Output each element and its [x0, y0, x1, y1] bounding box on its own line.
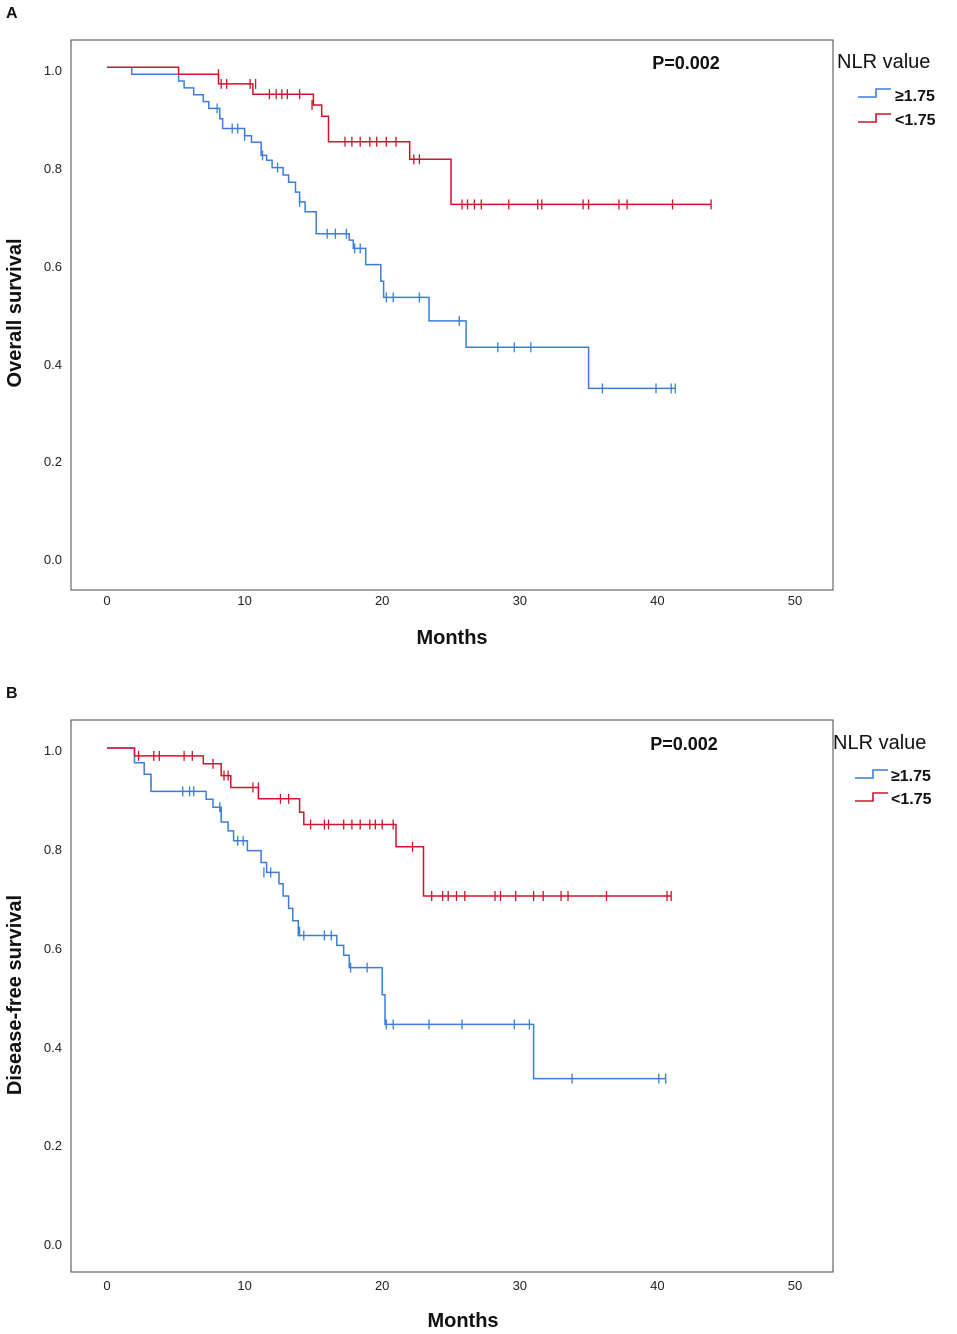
- legend-entry-low: <1.75: [891, 791, 932, 808]
- y-axis-title: Overall survival: [4, 239, 26, 388]
- plot-area: [107, 747, 672, 1084]
- plot-area: [107, 66, 712, 394]
- x-tick-label: 30: [513, 1278, 527, 1293]
- x-axis-title: Months: [427, 1310, 498, 1332]
- y-axis-title: Disease-free survival: [4, 895, 26, 1095]
- panel-label-a: A: [6, 5, 18, 22]
- legend-swatch-high: [858, 88, 891, 98]
- x-tick-label: 40: [650, 1278, 664, 1293]
- x-tick-label: 10: [237, 1278, 251, 1293]
- y-tick-label: 0.2: [44, 1138, 62, 1153]
- y-tick-label: 0.8: [44, 842, 62, 857]
- legend-entry-low: <1.75: [895, 112, 936, 129]
- panel-a: A 1.0 0.8 0.6 0.4 0.2 0.0 0 10 20 30 40 …: [4, 5, 936, 649]
- panel-label-b: B: [6, 685, 18, 702]
- x-tick-label: 0: [103, 1278, 110, 1293]
- y-tick-label: 0.4: [44, 1040, 62, 1055]
- legend-swatch-low: [855, 792, 888, 802]
- y-tick-label: 0.8: [44, 161, 62, 176]
- y-tick-label: 1.0: [44, 743, 62, 758]
- x-tick-label: 30: [513, 593, 527, 608]
- x-tick-label: 20: [375, 593, 389, 608]
- y-tick-label: 0.6: [44, 941, 62, 956]
- y-tick-label: 0.6: [44, 259, 62, 274]
- p-value-annotation: P=0.002: [650, 734, 718, 754]
- x-tick-label: 40: [650, 593, 664, 608]
- survival-curve-low-nlr: [107, 747, 672, 897]
- x-tick-label: 0: [103, 593, 110, 608]
- plot-frame: [70, 39, 834, 591]
- y-tick-label: 1.0: [44, 63, 62, 78]
- legend-swatch-high: [855, 769, 888, 779]
- legend-entry-high: ≥1.75: [891, 768, 931, 785]
- y-tick-label: 0.0: [44, 552, 62, 567]
- legend-title: NLR value: [837, 51, 930, 73]
- x-axis-title: Months: [416, 627, 487, 649]
- panel-b: B 1.0 0.8 0.6 0.4 0.2 0.0 0 10 20 30 40 …: [4, 685, 932, 1332]
- p-value-annotation: P=0.002: [652, 53, 720, 73]
- y-tick-label: 0.2: [44, 454, 62, 469]
- x-tick-label: 10: [237, 593, 251, 608]
- y-tick-label: 0.0: [44, 1237, 62, 1252]
- legend-entry-high: ≥1.75: [895, 88, 935, 105]
- x-tick-label: 20: [375, 1278, 389, 1293]
- legend-swatch-low: [858, 113, 891, 123]
- survival-curve-high-nlr: [107, 747, 666, 1080]
- survival-curve-high-nlr: [107, 66, 676, 390]
- y-tick-label: 0.4: [44, 357, 62, 372]
- x-tick-label: 50: [788, 593, 802, 608]
- x-tick-label: 50: [788, 1278, 802, 1293]
- survival-curve-low-nlr: [107, 66, 712, 206]
- plot-frame: [70, 719, 834, 1273]
- legend-title: NLR value: [833, 732, 926, 754]
